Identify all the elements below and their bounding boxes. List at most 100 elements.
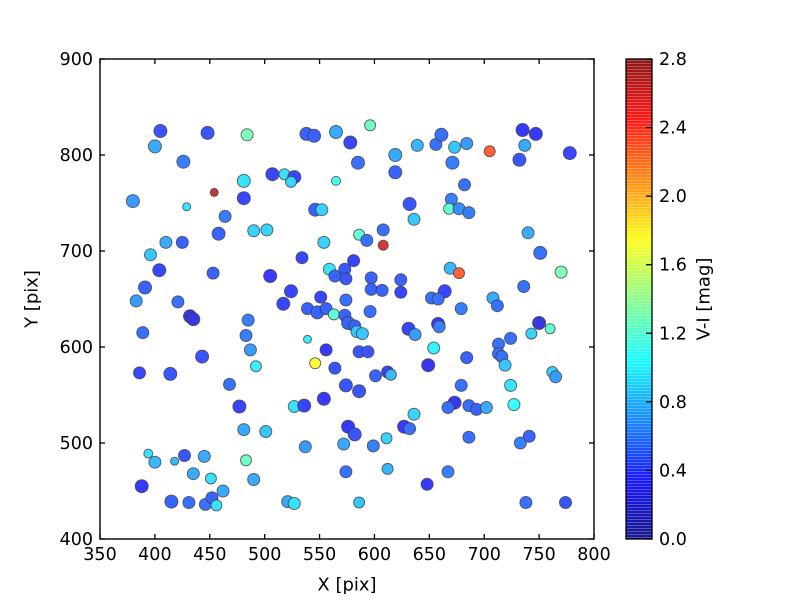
data-point [454, 302, 468, 316]
data-point [171, 295, 185, 309]
data-point [403, 422, 417, 436]
data-point [182, 496, 196, 509]
data-point [211, 226, 226, 241]
data-point [507, 398, 521, 412]
colorbar-tick-label: 2.4 [659, 119, 687, 139]
data-point [338, 378, 353, 393]
data-point [175, 235, 189, 249]
data-point [532, 316, 547, 330]
data-point [402, 197, 417, 211]
data-point [408, 328, 422, 341]
colorbar-label: V-I [mag] [693, 257, 715, 341]
data-point [458, 178, 471, 192]
data-point [170, 456, 180, 466]
data-point [240, 128, 254, 142]
data-point [504, 378, 518, 392]
data-point [263, 269, 278, 283]
data-point [204, 472, 217, 485]
data-point [460, 137, 474, 150]
data-point [381, 462, 394, 475]
data-point [295, 251, 309, 265]
y-tick-label: 900 [60, 50, 93, 70]
data-point [377, 239, 389, 251]
data-point [125, 194, 140, 209]
data-point [533, 245, 548, 260]
y-tick-label: 400 [60, 530, 93, 550]
x-tick-label: 500 [248, 545, 281, 565]
data-point [186, 312, 201, 327]
data-point [285, 175, 297, 188]
data-point [317, 235, 331, 249]
data-point [327, 308, 340, 321]
data-point [490, 299, 504, 313]
colorbar-outline [625, 58, 653, 540]
data-point [544, 323, 556, 335]
data-point [307, 128, 322, 143]
data-point [260, 223, 274, 237]
data-point [521, 226, 535, 240]
data-point [554, 265, 568, 279]
data-point [462, 430, 476, 444]
data-point [512, 152, 527, 167]
data-point [453, 267, 465, 280]
data-point [522, 429, 536, 443]
data-point [309, 357, 322, 370]
data-point [407, 407, 421, 421]
data-point [432, 320, 446, 334]
data-point [209, 187, 219, 197]
data-point [297, 398, 312, 413]
data-point [376, 223, 390, 237]
data-point [353, 496, 366, 509]
data-point [337, 437, 351, 451]
y-tick-label: 800 [60, 146, 93, 166]
data-point [498, 358, 512, 372]
colorbar-tick-label: 1.2 [659, 324, 687, 344]
data-point [176, 154, 191, 169]
data-point [347, 254, 361, 268]
data-point [355, 327, 369, 341]
data-point [394, 285, 408, 299]
data-point [133, 366, 146, 380]
data-point [319, 343, 333, 357]
data-point [462, 206, 476, 220]
data-point [504, 331, 518, 345]
data-point [343, 135, 358, 150]
x-tick-label: 400 [138, 545, 171, 565]
data-point [247, 473, 261, 486]
data-point [360, 233, 374, 247]
data-point [421, 358, 436, 373]
y-axis-label: Y [pix] [21, 270, 43, 328]
data-point [427, 341, 441, 355]
data-point [352, 384, 367, 399]
scatter-points [125, 119, 577, 512]
x-tick-label: 450 [193, 545, 226, 565]
data-point [143, 448, 154, 459]
data-point [410, 138, 424, 152]
data-point [210, 499, 223, 512]
data-point [328, 361, 342, 375]
data-point [434, 127, 449, 142]
data-point [134, 479, 149, 494]
data-point [525, 327, 538, 340]
data-point [236, 173, 251, 188]
data-point [518, 138, 532, 152]
data-point [303, 334, 312, 344]
data-point [420, 477, 434, 491]
data-point [549, 370, 563, 384]
data-point [515, 123, 530, 137]
y-tick-label: 700 [60, 242, 93, 262]
data-point [347, 427, 362, 442]
colorbar-tick-label: 1.6 [659, 256, 687, 276]
data-point [441, 401, 455, 414]
colorbar-tick-label: 0.0 [659, 530, 687, 550]
data-point [159, 235, 173, 249]
colorbar-tick-label: 2.0 [659, 187, 687, 207]
data-point [513, 436, 527, 450]
y-tick-label: 600 [60, 338, 93, 358]
data-point [519, 496, 533, 509]
data-point [314, 290, 328, 304]
data-point [562, 146, 577, 161]
data-point [216, 484, 230, 498]
colorbar-tick-label: 2.8 [659, 50, 687, 70]
data-point [364, 282, 378, 296]
